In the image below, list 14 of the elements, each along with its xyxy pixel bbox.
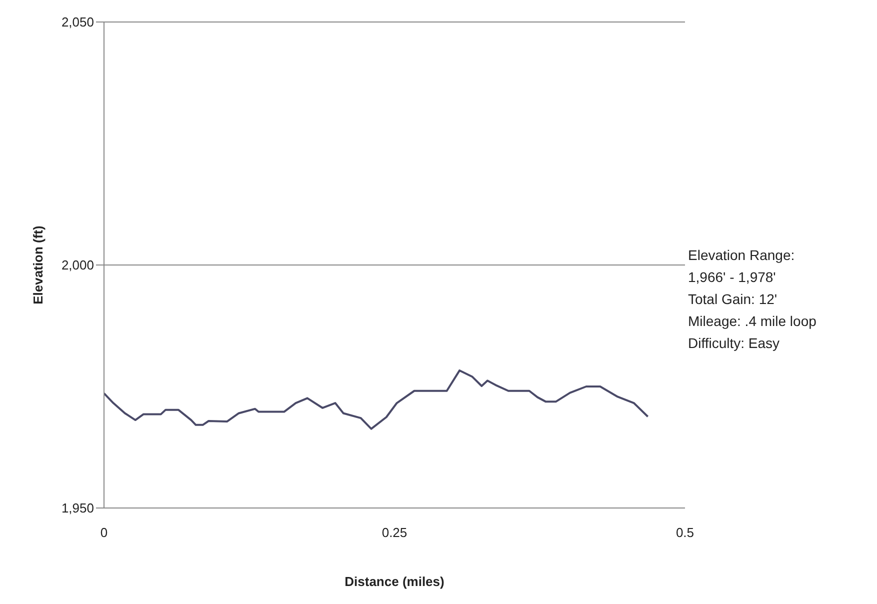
y-tick-label: 2,050 (61, 14, 94, 30)
x-tick-label: 0.25 (382, 525, 408, 540)
text: Difficulty: Easy (688, 334, 781, 353)
line-series (104, 369, 649, 430)
y-tick-label: 2,000 (61, 258, 94, 273)
text: 1,966' - 1,978' (688, 268, 777, 287)
x-tick-label: 0 (100, 525, 108, 540)
text: Total Gain: 12' (688, 290, 778, 309)
text: Elevation Range: (688, 246, 796, 265)
y-axis-title: Elevation (ft) (30, 226, 46, 304)
text: Mileage: .4 mile loop (688, 312, 816, 331)
x-tick-label: 0.5 (676, 525, 694, 540)
y-tick-label: 1,950 (61, 500, 94, 516)
x-axis-title: Distance (miles) (344, 574, 444, 589)
